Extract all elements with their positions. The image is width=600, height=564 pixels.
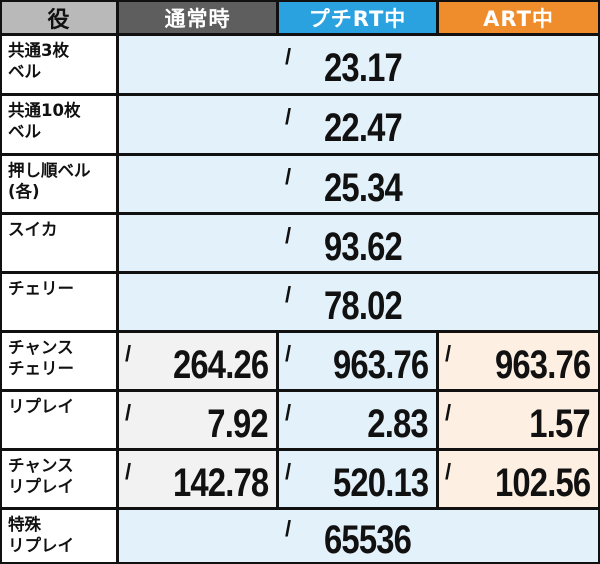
fraction-slash: /	[285, 341, 292, 366]
probability-value: 142.78	[172, 461, 269, 505]
row-value-merged: / 23.17	[119, 36, 598, 93]
probability-value: 2.83	[367, 402, 428, 446]
probability-value: 22.47	[324, 106, 403, 150]
fraction-slash: /	[125, 341, 132, 366]
probability-value: 963.76	[332, 343, 429, 387]
row-value-merged: / 65536	[119, 510, 598, 562]
row-value-petit-rt: / 2.83	[279, 392, 436, 448]
fraction-slash: /	[445, 341, 452, 366]
fraction-slash: /	[125, 459, 132, 484]
fraction-slash: /	[285, 459, 292, 484]
row-value-merged: / 93.62	[119, 215, 598, 271]
probability-value: 23.17	[324, 46, 403, 90]
fraction-slash: /	[285, 516, 292, 541]
probability-value: 7.92	[207, 402, 268, 446]
header-role: 役	[2, 2, 116, 33]
probability-value: 102.56	[494, 461, 591, 505]
row-label: チェリー	[2, 274, 116, 330]
row-label: スイカ	[2, 215, 116, 271]
fraction-slash: /	[125, 400, 132, 425]
probability-value: 1.57	[529, 402, 590, 446]
fraction-slash: /	[445, 459, 452, 484]
fraction-slash: /	[445, 400, 452, 425]
row-value-petit-rt: / 963.76	[279, 333, 436, 389]
fraction-slash: /	[285, 223, 292, 248]
row-value-art: / 102.56	[439, 451, 598, 507]
row-value-petit-rt: / 520.13	[279, 451, 436, 507]
row-label: 押し順ベル (各)	[2, 156, 116, 212]
row-label: 特殊 リプレイ	[2, 510, 116, 562]
header-petit-rt: プチRT中	[279, 2, 436, 33]
header-art: ART中	[439, 2, 598, 33]
probability-value: 65536	[324, 518, 412, 562]
fraction-slash: /	[285, 104, 292, 129]
fraction-slash: /	[285, 164, 292, 189]
probability-value: 520.13	[332, 461, 429, 505]
fraction-slash: /	[285, 44, 292, 69]
probability-value: 78.02	[324, 284, 403, 328]
header-normal: 通常時	[119, 2, 276, 33]
row-value-normal: / 264.26	[119, 333, 276, 389]
row-label: リプレイ	[2, 392, 116, 448]
probability-value: 264.26	[172, 343, 269, 387]
row-value-art: / 963.76	[439, 333, 598, 389]
row-value-normal: / 7.92	[119, 392, 276, 448]
probability-value: 93.62	[324, 225, 403, 269]
probability-value: 25.34	[324, 166, 403, 210]
row-label: チャンス チェリー	[2, 333, 116, 389]
row-value-normal: / 142.78	[119, 451, 276, 507]
row-value-merged: / 78.02	[119, 274, 598, 330]
row-label: 共通10枚 ベル	[2, 96, 116, 153]
row-label: 共通3枚 ベル	[2, 36, 116, 93]
row-label: チャンス リプレイ	[2, 451, 116, 507]
row-value-art: / 1.57	[439, 392, 598, 448]
fraction-slash: /	[285, 400, 292, 425]
row-value-merged: / 22.47	[119, 96, 598, 153]
probability-value: 963.76	[494, 343, 591, 387]
row-value-merged: / 25.34	[119, 156, 598, 212]
fraction-slash: /	[285, 282, 292, 307]
